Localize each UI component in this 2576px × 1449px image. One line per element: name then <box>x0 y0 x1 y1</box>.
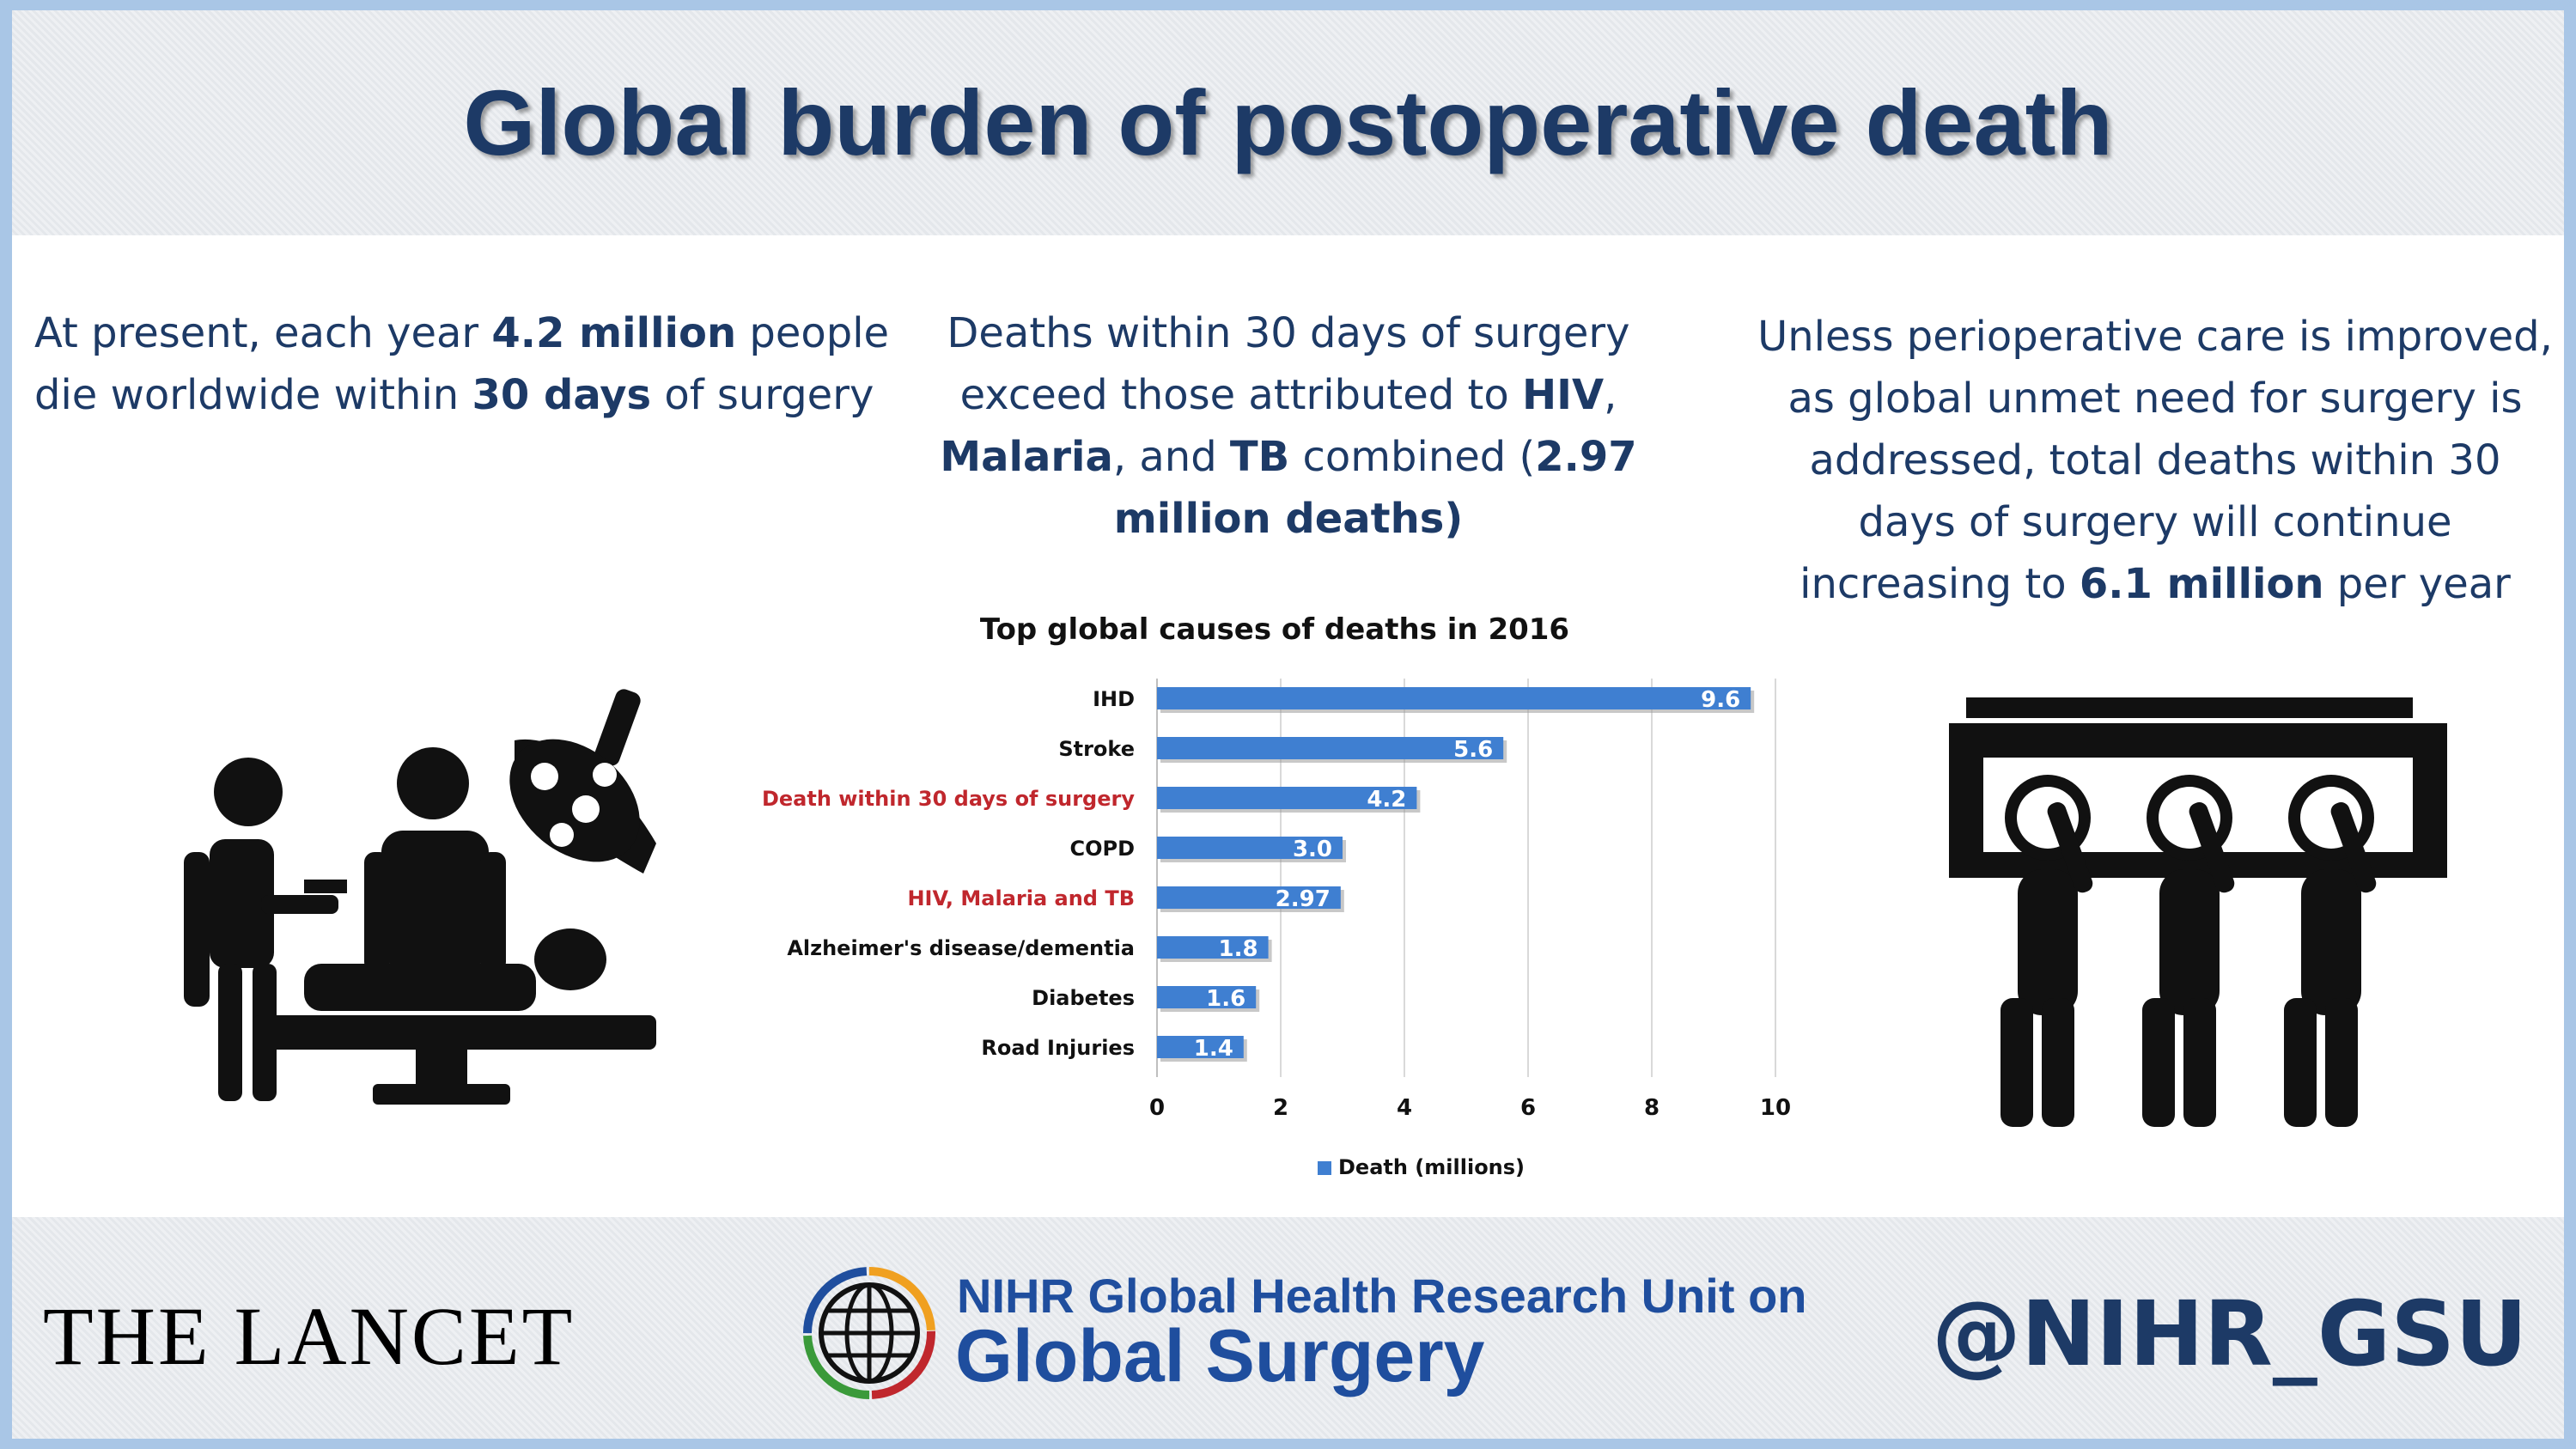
x-tick-label: 10 <box>1760 1095 1791 1121</box>
category-label: Stroke <box>1058 737 1135 761</box>
left-statement: At present, each year 4.2 million people… <box>34 309 890 419</box>
bar <box>1157 886 1341 909</box>
center-statement: Deaths within 30 days of surgery exceed … <box>940 309 1637 543</box>
infographic: Global burden of postoperative death At … <box>12 10 2564 1439</box>
globe-logo-icon <box>803 1267 935 1399</box>
right-statement: Unless perioperative care is improved, a… <box>1757 313 2553 608</box>
surgery-team-icon <box>184 689 656 1105</box>
x-tick-label: 8 <box>1644 1095 1659 1121</box>
chart-title: Top global causes of deaths in 2016 <box>980 612 1569 647</box>
legend-label: Death (millions) <box>1338 1155 1525 1179</box>
bar <box>1157 837 1343 859</box>
bar <box>1157 986 1257 1008</box>
x-tick-label: 0 <box>1149 1095 1165 1121</box>
nihr-unit-line1: NIHR Global Health Research Unit on <box>957 1269 1807 1323</box>
x-tick-label: 2 <box>1273 1095 1288 1121</box>
x-tick-label: 6 <box>1520 1095 1536 1121</box>
pallbearers-coffin-icon <box>1949 697 2447 1127</box>
twitter-handle: @NIHR_GSU <box>1932 1282 2528 1386</box>
footer-band <box>12 1217 2564 1439</box>
category-label: Road Injuries <box>981 1036 1135 1060</box>
value-label: 5.6 <box>1453 737 1493 763</box>
bar <box>1157 936 1269 959</box>
category-label: Diabetes <box>1032 986 1135 1010</box>
category-label: HIV, Malaria and TB <box>907 886 1135 910</box>
x-tick-label: 4 <box>1397 1095 1412 1121</box>
nihr-unit-line2: Global Surgery <box>955 1315 1485 1397</box>
category-label: IHD <box>1093 687 1135 711</box>
bar <box>1157 737 1504 759</box>
lancet-logo: THE LANCET <box>43 1290 575 1382</box>
value-label: 1.6 <box>1206 986 1245 1012</box>
value-label: 1.4 <box>1194 1036 1233 1062</box>
value-label: 3.0 <box>1293 837 1332 862</box>
category-label: COPD <box>1069 837 1135 861</box>
category-label: Alzheimer's disease/dementia <box>787 936 1135 960</box>
bar <box>1157 787 1417 809</box>
value-label: 1.8 <box>1219 936 1258 962</box>
page-title: Global burden of postoperative death <box>463 70 2113 174</box>
value-label: 9.6 <box>1701 687 1740 713</box>
value-label: 2.97 <box>1276 886 1331 912</box>
deaths-bar-chart: Top global causes of deaths in 2016 IHD S… <box>762 612 1791 1179</box>
value-label: 4.2 <box>1367 787 1406 813</box>
category-label: Death within 30 days of surgery <box>762 787 1135 811</box>
header-band <box>12 10 2564 235</box>
bar <box>1157 687 1751 709</box>
bar <box>1157 1036 1244 1058</box>
legend-swatch <box>1318 1161 1331 1175</box>
